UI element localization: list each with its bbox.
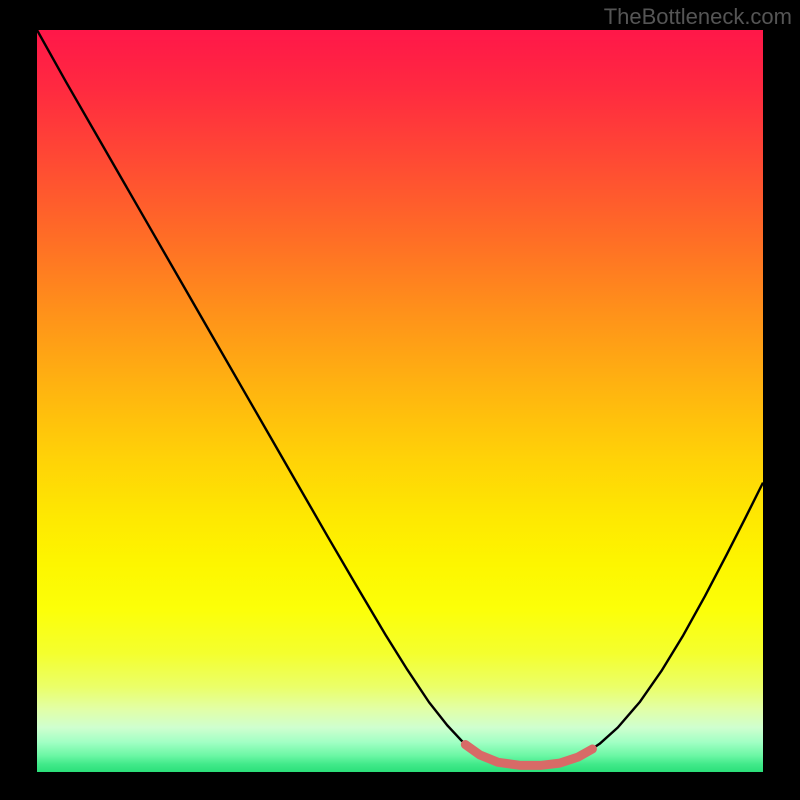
- chart-container: TheBottleneck.com: [0, 0, 800, 800]
- watermark-text: TheBottleneck.com: [604, 4, 792, 30]
- plot-area: [37, 30, 763, 772]
- gradient-background: [37, 30, 763, 772]
- plot-svg: [37, 30, 763, 772]
